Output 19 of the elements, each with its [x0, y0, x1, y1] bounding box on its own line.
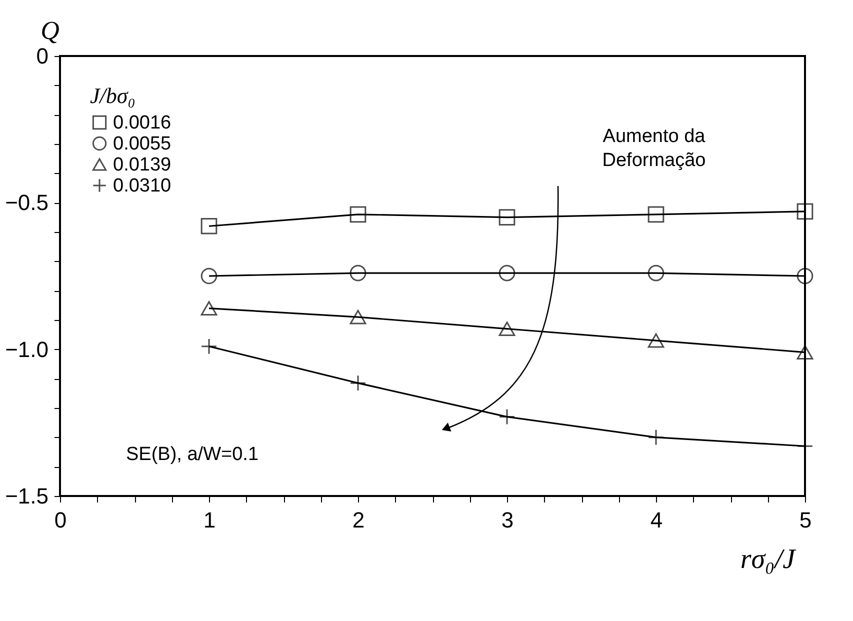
y-tick-label: 0: [36, 44, 48, 68]
y-tick-label: −1.5: [5, 484, 48, 508]
legend-label: 0.0310: [113, 176, 172, 196]
legend-label: 0.0016: [113, 112, 172, 134]
y-tick-label: −1.0: [5, 336, 48, 362]
x-tick-label: 2: [352, 508, 365, 532]
y-tick-label: −0.5: [5, 190, 48, 216]
x-tick-label: 0: [54, 508, 67, 532]
legend-title: J/bσ₀: [90, 83, 136, 108]
x-axis-title: rσ₀/J: [740, 544, 797, 575]
legend-label: 0.0055: [113, 134, 172, 154]
annotation: Aumento da Deformação: [602, 126, 706, 171]
y-axis-title: Q: [40, 16, 60, 45]
annotation: SE(B), a/W=0.1: [126, 444, 259, 465]
legend-label: 0.0139: [113, 154, 172, 176]
x-tick-label: 1: [203, 508, 216, 532]
x-tick-label: 3: [501, 508, 514, 532]
x-tick-label: 5: [799, 508, 812, 532]
x-tick-label: 4: [650, 508, 663, 532]
